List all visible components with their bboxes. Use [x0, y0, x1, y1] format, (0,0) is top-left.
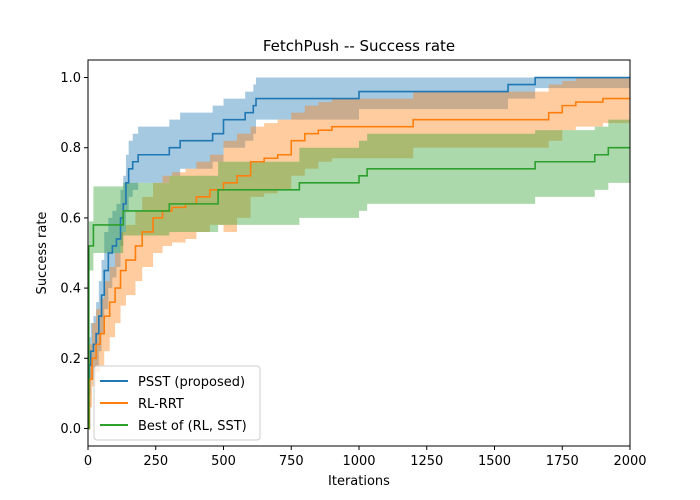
legend-label-best-of: Best of (RL, SST) — [138, 419, 247, 434]
x-tick-label: 2000 — [613, 454, 646, 469]
x-axis-label: Iterations — [328, 474, 390, 489]
y-tick-label: 0.0 — [60, 422, 81, 437]
legend: PSST (proposed) RL-RRT Best of (RL, SST) — [93, 365, 261, 441]
legend-label-psst: PSST (proposed) — [138, 375, 245, 390]
x-tick-label: 1000 — [342, 454, 375, 469]
legend-box — [93, 365, 261, 441]
x-tick-label: 1750 — [546, 454, 579, 469]
x-axis-ticks: 0 250 500 750 1000 1250 1500 1750 2000 — [84, 446, 647, 469]
x-tick-label: 500 — [211, 454, 236, 469]
x-tick-label: 750 — [279, 454, 304, 469]
series-line-rl-rrt — [88, 97, 630, 430]
legend-label-rl-rrt: RL-RRT — [138, 397, 184, 412]
series-line-psst-proposed — [88, 76, 630, 430]
x-tick-label: 1500 — [478, 454, 511, 469]
series-line-best-of-rl-sst — [88, 146, 630, 430]
x-tick-label: 250 — [143, 454, 168, 469]
y-tick-label: 1.0 — [60, 71, 81, 86]
band-rl-rrt — [88, 77, 630, 429]
y-tick-label: 0.8 — [60, 141, 81, 156]
series-lines — [88, 76, 630, 430]
y-axis-ticks: 0.0 0.2 0.4 0.6 0.8 1.0 — [60, 71, 88, 437]
chart-title: FetchPush -- Success rate — [263, 37, 455, 55]
x-tick-label: 0 — [84, 454, 92, 469]
y-tick-label: 0.2 — [60, 352, 81, 367]
y-tick-label: 0.4 — [60, 282, 81, 297]
x-tick-label: 1250 — [410, 454, 443, 469]
confidence-bands — [88, 77, 630, 429]
band-best-of-rl-sst — [88, 119, 630, 429]
y-axis-label: Success rate — [35, 212, 50, 295]
y-tick-label: 0.6 — [60, 211, 81, 226]
